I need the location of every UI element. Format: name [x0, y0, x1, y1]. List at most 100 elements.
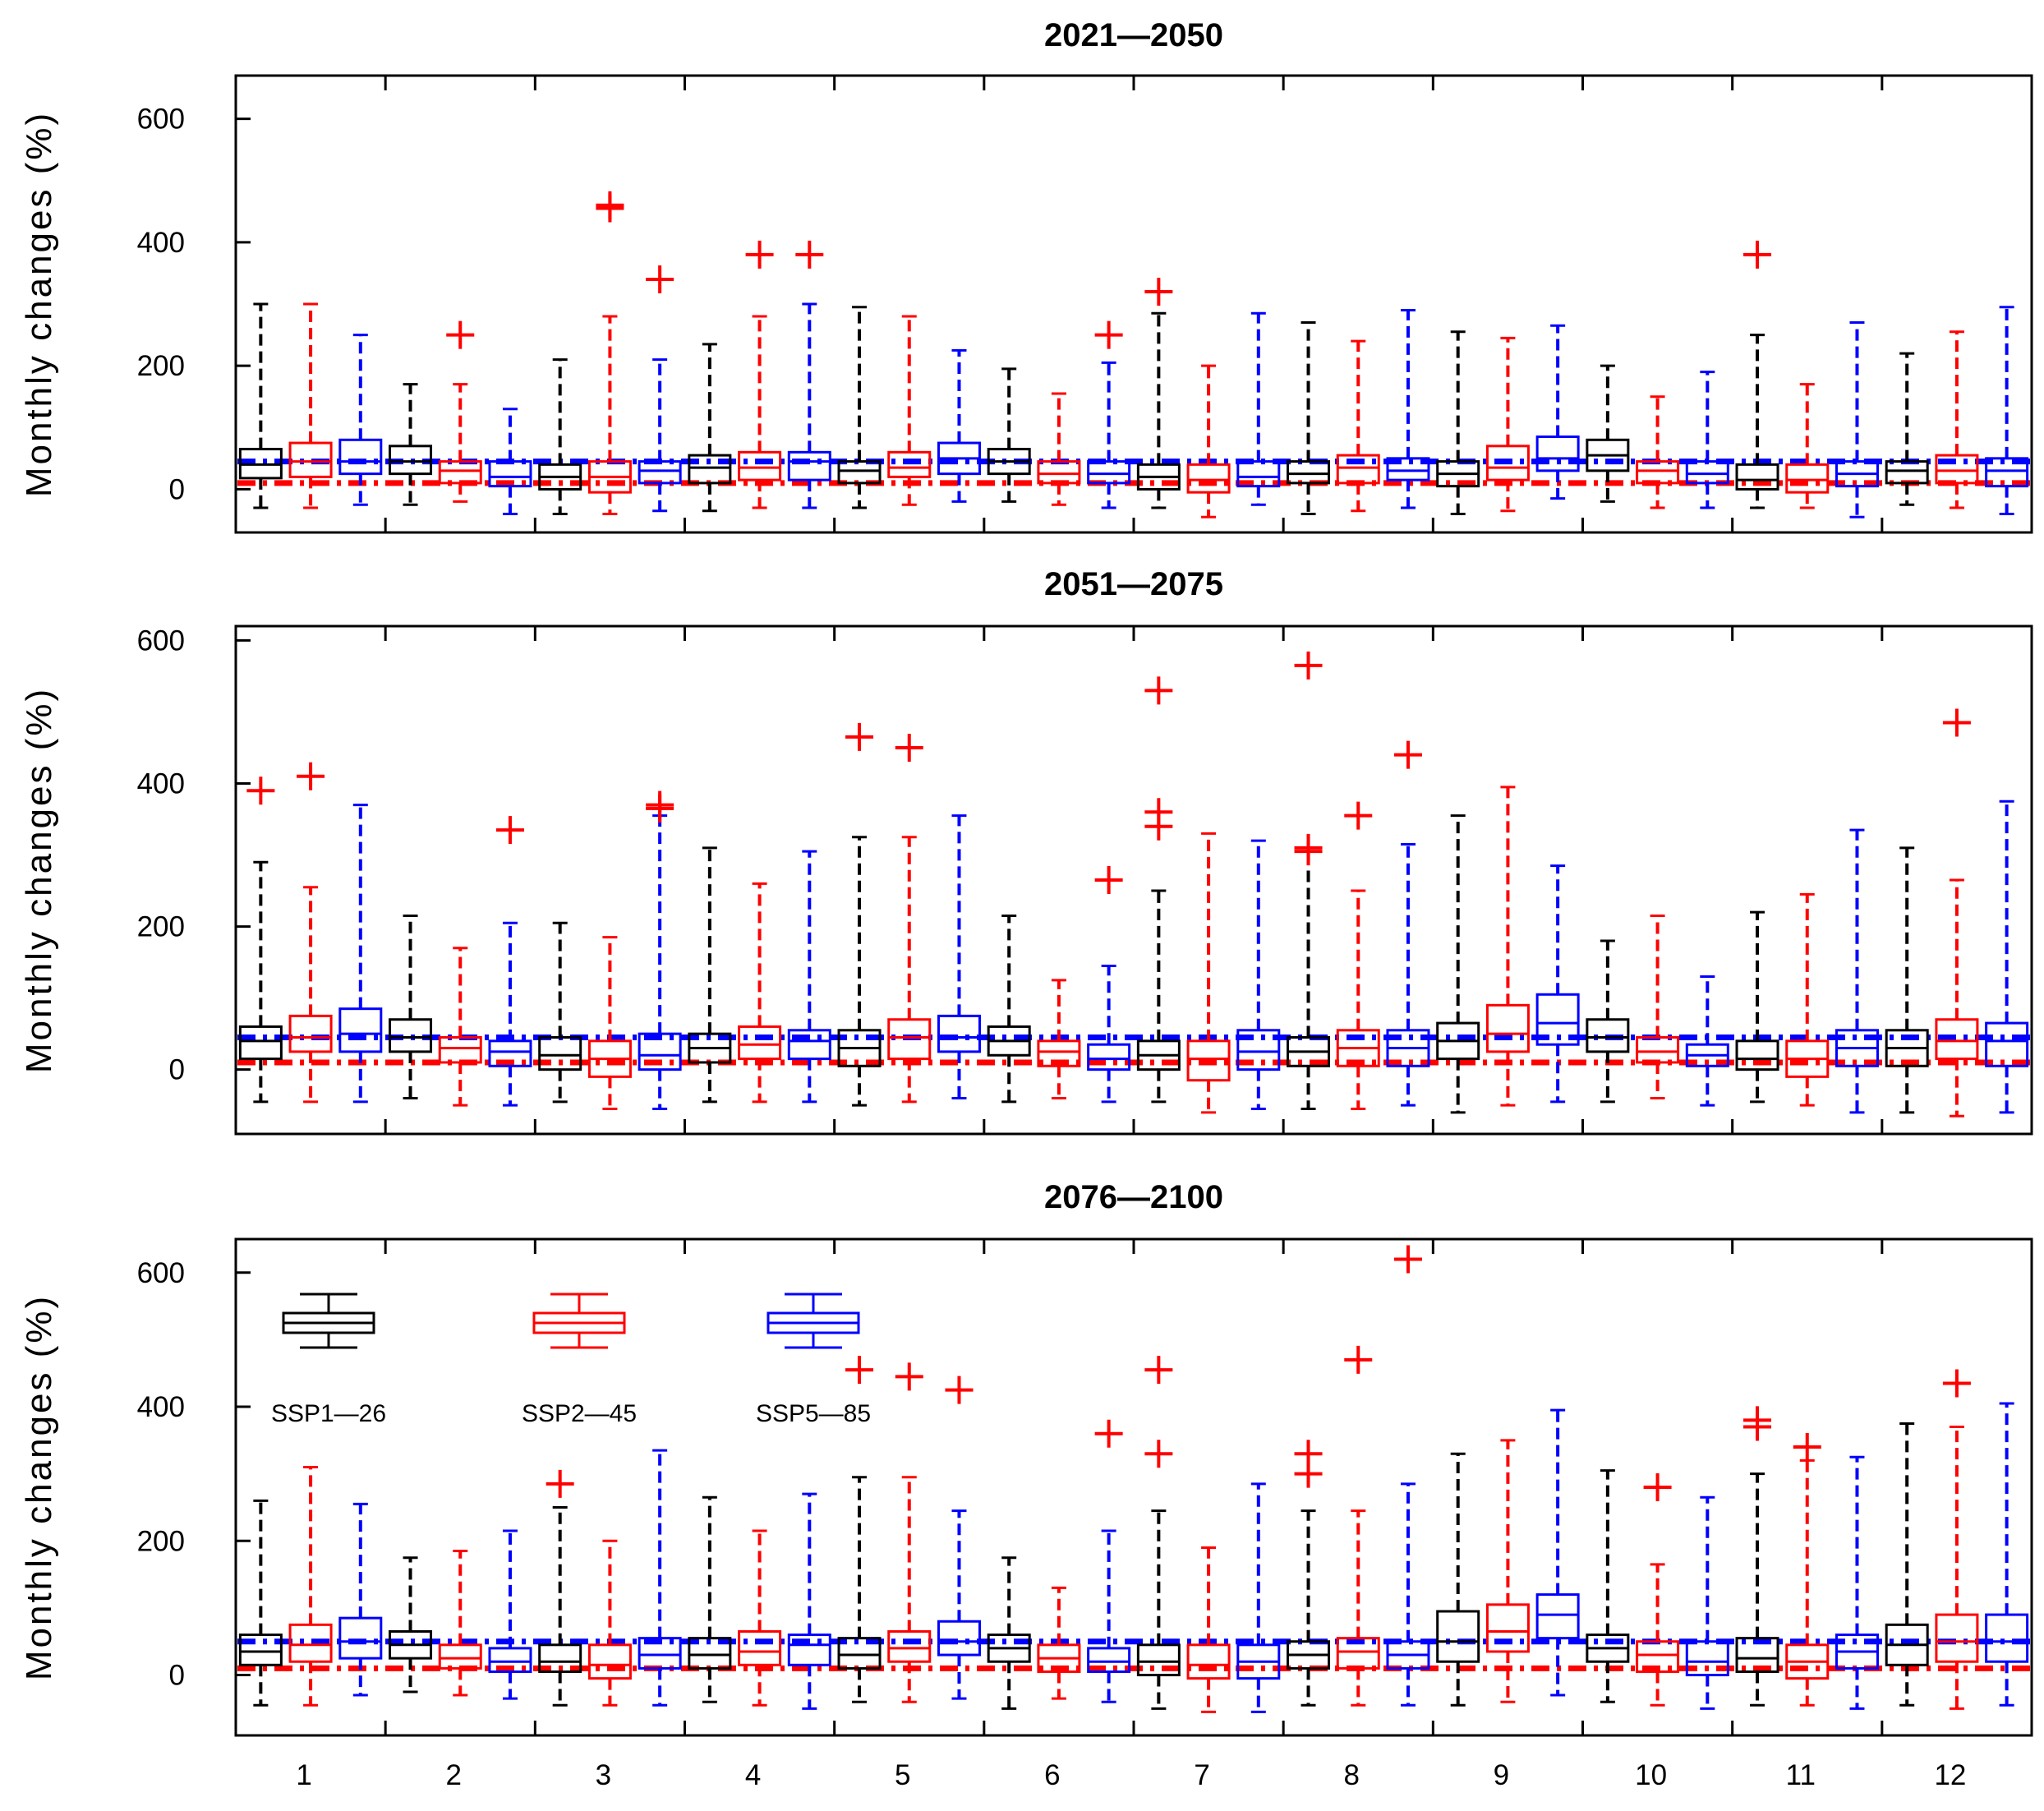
outlier-marker	[895, 733, 923, 762]
outlier-marker	[446, 320, 475, 349]
outlier-marker	[1344, 1345, 1373, 1374]
x-tick-label: 5	[895, 1759, 910, 1791]
box-m2-s1	[389, 383, 433, 506]
box-iqr	[1735, 1637, 1779, 1673]
box-iqr	[1186, 1039, 1231, 1082]
box-iqr	[1236, 1029, 1281, 1071]
box-m11-s2	[1785, 892, 1830, 1107]
box-m11-s1	[1735, 1406, 1779, 1707]
box-m6-s3	[1087, 1419, 1131, 1703]
box-m9-s2	[1485, 336, 1530, 513]
box-m11-s3	[1835, 321, 1879, 518]
box-m7-s2	[1186, 1546, 1231, 1713]
box-m12-s1	[1885, 352, 1929, 506]
y-tick-label: 200	[137, 1525, 185, 1557]
legend-label: SSP1—26	[271, 1400, 386, 1427]
box-iqr	[1985, 457, 2029, 488]
box-iqr	[538, 1643, 582, 1673]
box-iqr	[1236, 460, 1281, 488]
outlier-marker	[297, 762, 325, 790]
box-m3-s1	[538, 1469, 582, 1707]
box-m12-s1	[1885, 1422, 1929, 1707]
box-m7-s3	[1236, 839, 1281, 1111]
outlier-marker	[1094, 866, 1123, 894]
box-m3-s3	[638, 265, 682, 513]
panel-title: 2076—2100	[1044, 1179, 1223, 1215]
outlier-marker	[646, 794, 674, 823]
box-iqr	[1287, 460, 1331, 485]
outlier-marker	[1743, 1412, 1772, 1441]
x-tick-label: 10	[1635, 1759, 1667, 1791]
box-m2-s3	[488, 1529, 532, 1700]
box-m10-s2	[1636, 1473, 1680, 1707]
box-iqr	[338, 1616, 383, 1660]
box-iqr	[1485, 445, 1530, 482]
y-tick-label: 600	[137, 624, 185, 657]
box-iqr	[389, 445, 433, 476]
box-m5-s1	[837, 306, 882, 509]
box-iqr	[488, 1039, 532, 1067]
box-iqr	[438, 1643, 482, 1670]
y-tick-label: 200	[137, 350, 185, 382]
x-tick-label: 8	[1344, 1759, 1360, 1791]
box-iqr	[1535, 1593, 1580, 1640]
box-m12-s2	[1935, 330, 1979, 509]
box-m4-s2	[738, 882, 782, 1104]
box-iqr	[638, 1637, 682, 1670]
box-m6-s3	[1087, 866, 1131, 1104]
box-m7-s3	[1236, 311, 1281, 506]
box-m8-s3	[1386, 1245, 1430, 1707]
outlier-marker	[1094, 1419, 1123, 1448]
outlier-marker	[646, 265, 674, 293]
box-m8-s2	[1336, 801, 1380, 1111]
box-m10-s1	[1586, 1469, 1630, 1703]
box-iqr	[688, 454, 732, 485]
box-iqr	[288, 1623, 333, 1663]
box-m12-s3	[1985, 1402, 2029, 1707]
outlier-marker	[945, 1376, 974, 1404]
box-iqr	[787, 450, 831, 482]
box-m12-s1	[1885, 846, 1929, 1114]
box-m5-s2	[887, 1362, 932, 1703]
box-m2-s2	[438, 1550, 482, 1697]
box-m1-s3	[338, 334, 383, 506]
box-m1-s3	[338, 1502, 383, 1697]
box-m11-s3	[1835, 828, 1879, 1114]
outlier-marker	[495, 816, 524, 845]
legend-entry-3: SSP5—85	[756, 1293, 871, 1427]
box-iqr	[389, 1018, 433, 1053]
outlier-marker	[1942, 708, 1971, 737]
box-iqr	[1935, 1018, 1979, 1061]
outlier-marker	[745, 240, 774, 269]
box-m9-s2	[1485, 1439, 1530, 1703]
box-iqr	[1586, 1018, 1630, 1053]
panel-2: 2051—2075 Monthly changes (%) 0 200 400 600	[19, 566, 2033, 1136]
x-tick-label: 2	[446, 1759, 462, 1791]
box-iqr	[1386, 457, 1430, 482]
outlier-marker	[1942, 1369, 1971, 1398]
outlier-marker	[1643, 1473, 1672, 1501]
y-tick-label: 400	[137, 767, 185, 800]
box-m9-s3	[1535, 1408, 1580, 1697]
box-m3-s2	[587, 191, 632, 515]
box-m7-s1	[1136, 676, 1181, 1104]
box-m8-s1	[1287, 1440, 1331, 1707]
box-m2-s2	[438, 947, 482, 1107]
box-iqr	[887, 1629, 932, 1663]
box-iqr	[1336, 454, 1380, 485]
outlier-marker	[845, 722, 874, 751]
box-m8-s3	[1386, 740, 1430, 1107]
box-m1-s2	[288, 302, 333, 509]
box-m11-s2	[1785, 383, 1830, 509]
box-iqr	[1535, 993, 1580, 1046]
box-m2-s1	[389, 915, 433, 1099]
outlier-marker	[1094, 320, 1123, 349]
box-m8-s1	[1287, 651, 1331, 1111]
outlier-marker	[1294, 1459, 1323, 1488]
outlier-marker	[845, 1356, 874, 1385]
box-iqr	[1685, 460, 1729, 485]
box-m10-s1	[1586, 939, 1630, 1104]
box-m2-s3	[488, 816, 532, 1107]
